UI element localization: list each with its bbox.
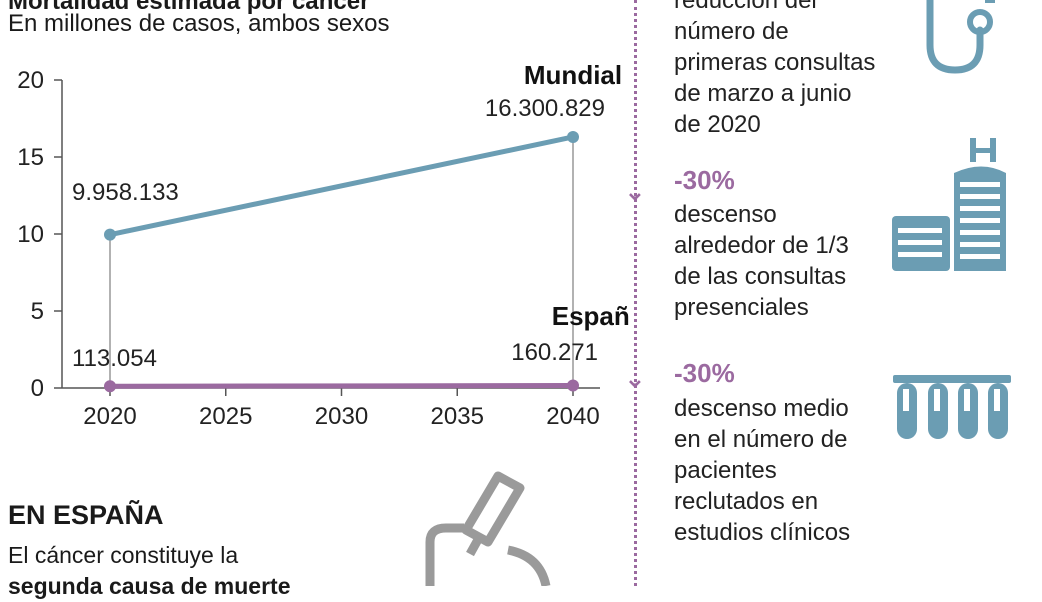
section-line-bold: segunda causa de muerte <box>8 573 291 599</box>
stat1-line: reducción del <box>674 0 817 14</box>
x-tick-label: 2035 <box>431 403 484 430</box>
test-tubes-icon <box>893 375 1011 439</box>
line-chart: 20 15 10 5 0 2020 2025 2030 2035 2040 9.958.133 16.… <box>17 60 630 430</box>
data-label: 16.300.829 <box>485 95 605 122</box>
stat3-line: pacientes <box>674 457 777 484</box>
hospital-icon <box>892 138 1006 271</box>
section-body: El cáncer constituye la segunda causa de… <box>8 540 291 602</box>
y-tick-label: 5 <box>31 298 44 325</box>
stat1-line: número de <box>674 18 789 45</box>
stat1-line: de marzo a junio <box>674 80 852 107</box>
data-point <box>104 380 116 393</box>
section-line: El cáncer constituye la <box>8 542 239 568</box>
stat2-line: alrededor de 1/3 <box>674 232 849 259</box>
chart-subtitle: En millones de casos, ambos sexos <box>8 10 390 37</box>
down-arrow-icon: ⌄ <box>624 363 646 393</box>
stat2-line: presenciales <box>674 294 809 321</box>
down-arrow-icon: ⌄ <box>624 176 646 206</box>
stat1-line: de 2020 <box>674 111 761 138</box>
stat2-line: descenso <box>674 201 777 228</box>
data-point <box>567 130 579 143</box>
y-tick-label: 0 <box>31 375 44 402</box>
stat2-text: descenso alrededor de 1/3 de las consult… <box>674 199 849 323</box>
stat3-text: descenso medio en el número de pacientes… <box>674 393 850 548</box>
y-tick-label: 15 <box>17 144 44 171</box>
stethoscope-icon <box>926 0 995 74</box>
series-name-label: España <box>552 301 630 331</box>
data-label: 160.271 <box>511 339 598 366</box>
section-heading: EN ESPAÑA <box>8 500 164 530</box>
stat3-percent: -30% <box>674 358 735 388</box>
data-point <box>567 379 579 392</box>
stat3-line: estudios clínicos <box>674 519 851 546</box>
data-label: 9.958.133 <box>72 179 179 206</box>
y-tick-label: 20 <box>17 67 44 94</box>
microscope-icon <box>425 471 551 586</box>
chart-title: Mortalidad estimada por cáncer <box>8 0 370 15</box>
stat1-line: primeras consultas <box>674 49 876 76</box>
x-tick-label: 2025 <box>199 403 252 430</box>
stat2-percent: -30% <box>674 165 735 195</box>
data-label: 113.054 <box>72 345 157 372</box>
series-line-espana <box>107 383 576 389</box>
x-tick-label: 2020 <box>83 403 136 430</box>
stat3-line: en el número de <box>674 426 848 453</box>
x-tick-label: 2030 <box>315 403 368 430</box>
vertical-divider <box>634 0 637 586</box>
stat2-line: de las consultas <box>674 263 847 290</box>
series-line-mundial <box>107 134 576 238</box>
series-name-label: Mundial <box>524 60 622 90</box>
y-tick-label: 10 <box>17 221 44 248</box>
stat3-line: descenso medio <box>674 395 849 422</box>
data-point <box>104 228 116 241</box>
stat1-text: reducción del número de primeras consult… <box>674 0 875 140</box>
stat3-line: reclutados en <box>674 488 819 515</box>
x-tick-label: 2040 <box>546 403 599 430</box>
